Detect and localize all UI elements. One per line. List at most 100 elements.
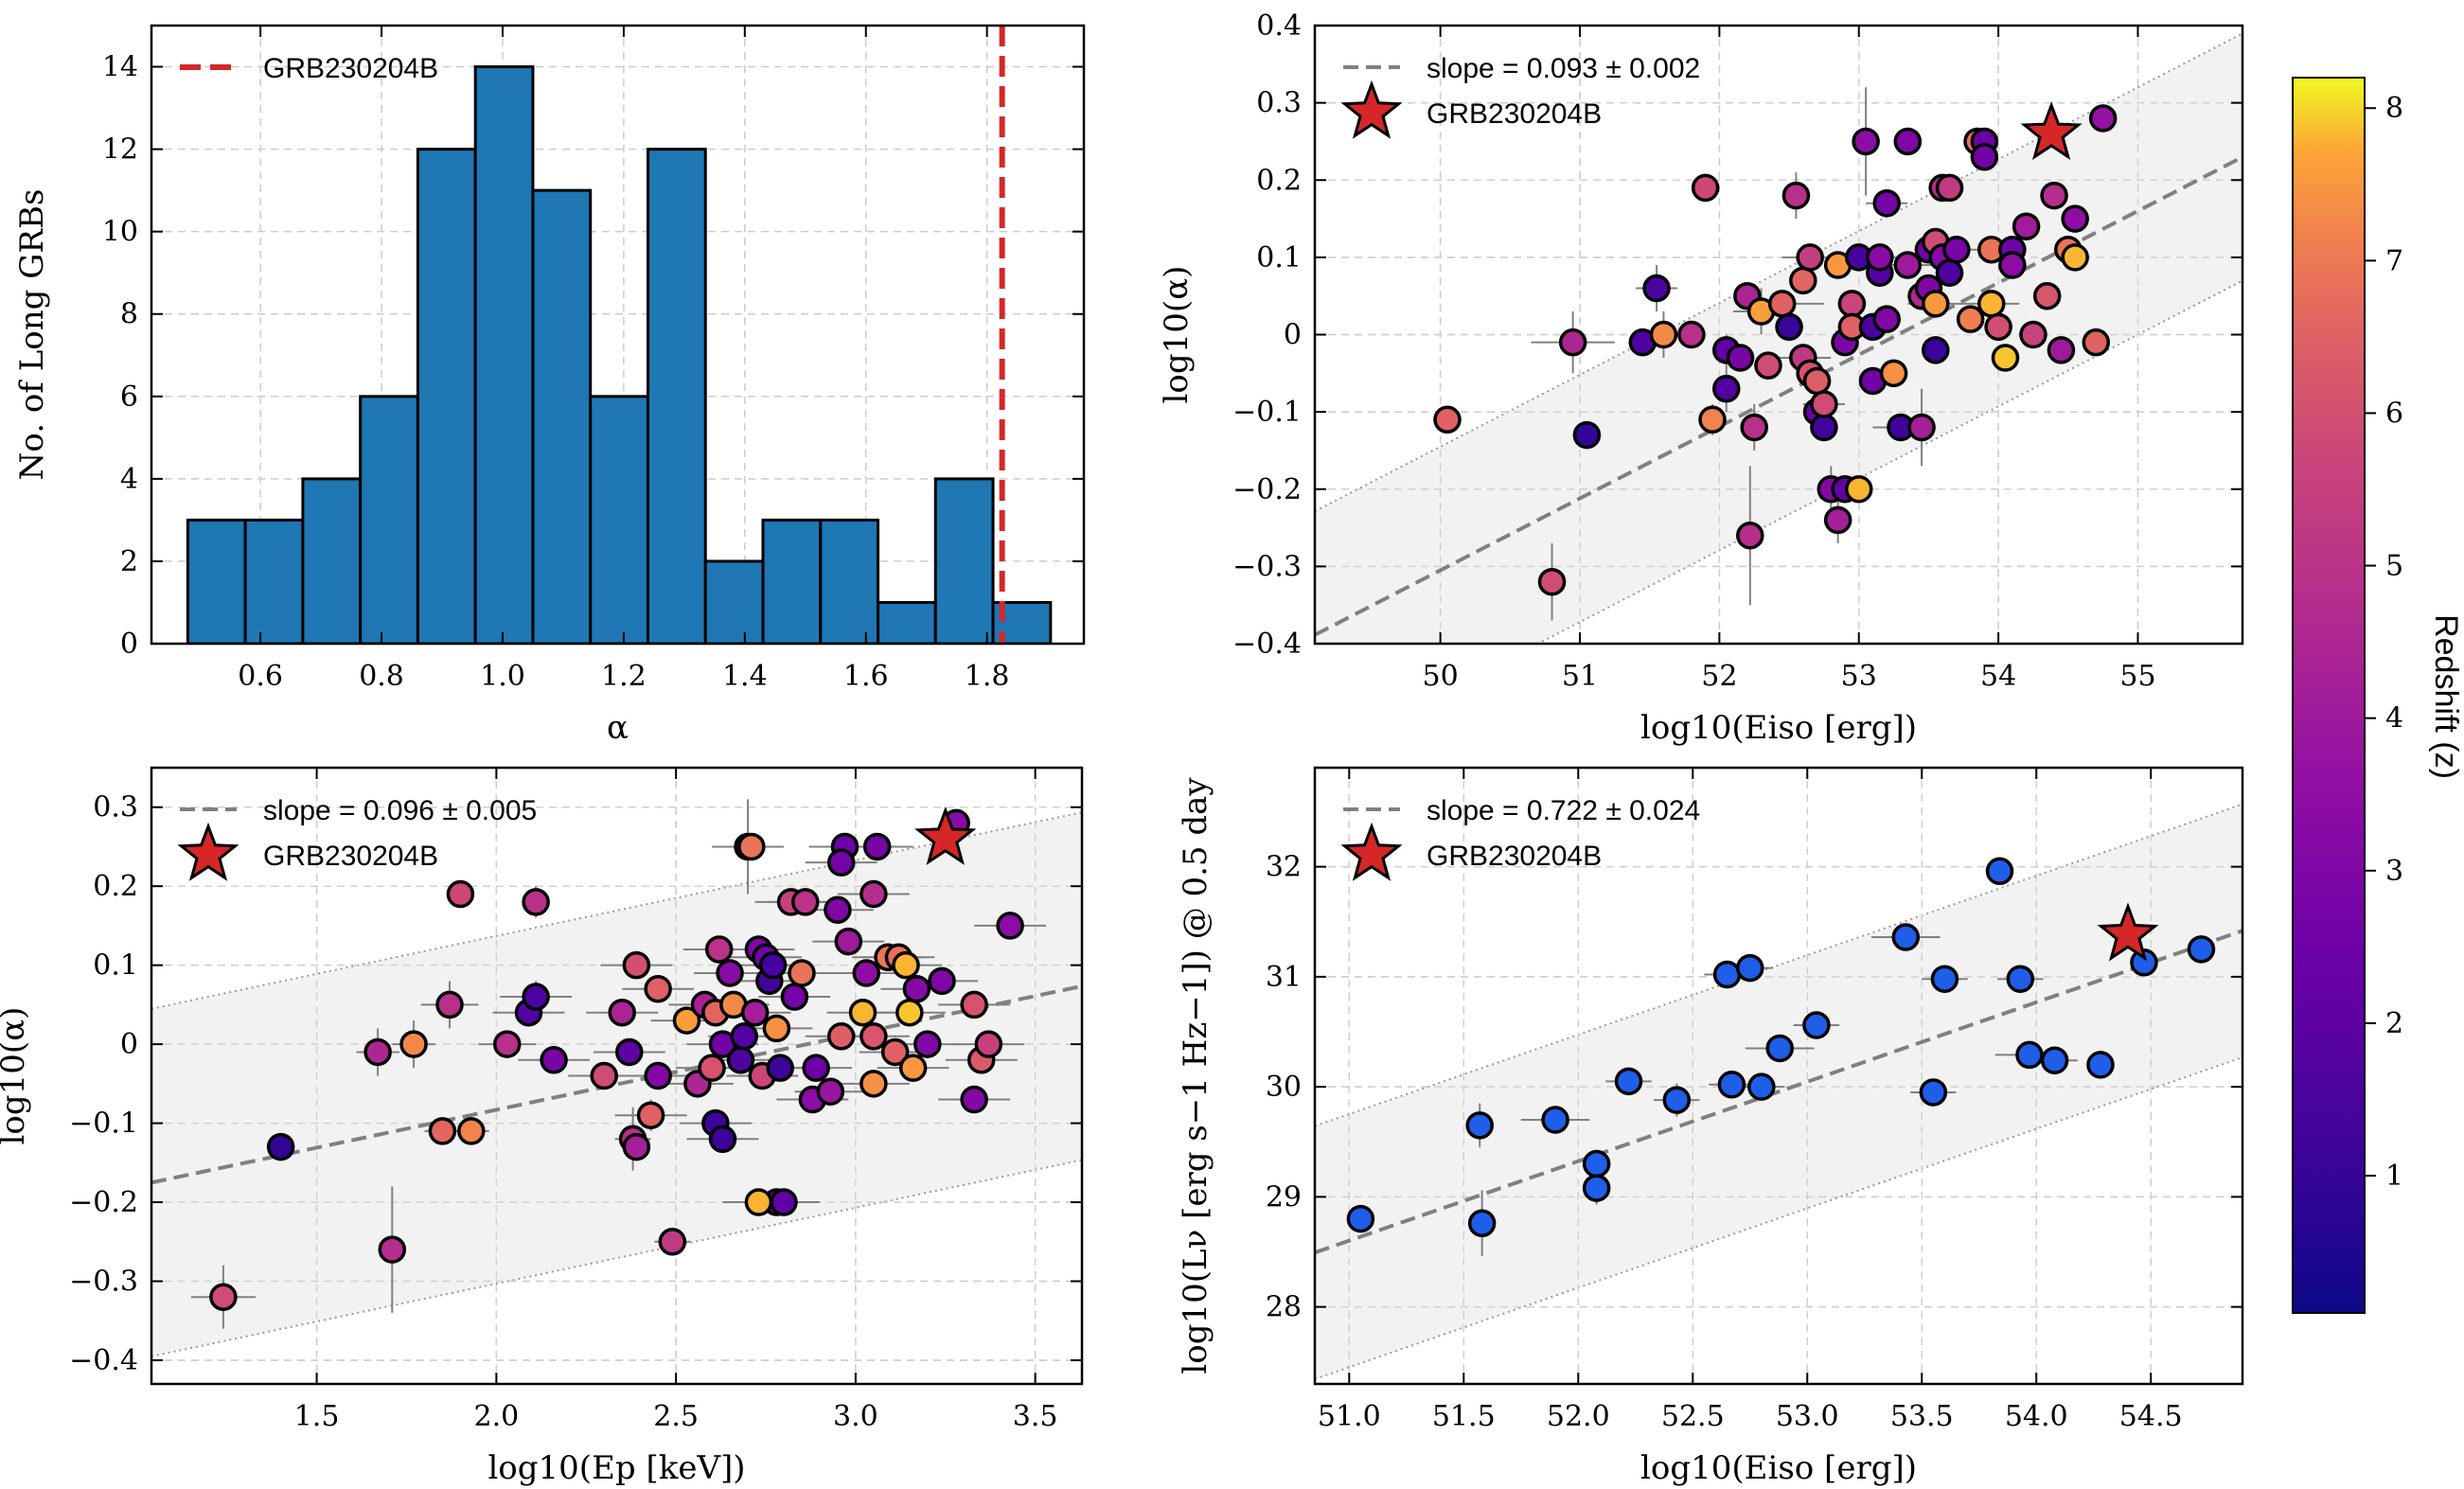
data-point [2086,1051,2115,1079]
y-tick-label: 0.3 [93,791,138,824]
plot-area [1315,26,2242,644]
data-point [1537,567,1567,596]
data-point [1465,1111,1494,1140]
data-point [2019,320,2047,349]
data-point [672,1006,701,1035]
x-tick-label: 53 [1841,660,1877,693]
data-point [913,1030,942,1058]
data-point [1765,1034,1794,1063]
data-point [1893,127,1923,156]
data-point [399,1030,428,1058]
data-point [708,1125,737,1154]
data-point [266,1132,295,1161]
data-point [1802,366,1832,396]
x-tick-label: 0.6 [238,660,283,693]
x-tick-label: 54 [1980,660,2016,693]
data-point [1810,390,1838,418]
data-point [1712,960,1742,989]
y-axis-label: log10(Lν [erg s−1 Hz−1]) @ 0.5 day [1177,777,1214,1374]
y-axis-label: log10(α) [1158,266,1196,404]
data-point [802,1054,830,1082]
legend-grb-label: GRB230204B [1427,98,1602,130]
y-tick-label: 29 [1266,1180,1302,1214]
data-point [644,1061,672,1090]
colorbar-tick-label: 5 [2385,550,2403,583]
data-point [698,1054,726,1082]
data-point [1893,251,1923,279]
x-tick-label: 1.0 [480,660,525,693]
data-point [1747,1072,1776,1101]
histogram-bar [301,477,363,644]
data-point [1572,420,1602,450]
x-tick-label: 52.5 [1661,1400,1725,1433]
data-point [2040,1046,2069,1074]
y-tick-label: 8 [120,298,138,331]
data-point [1649,320,1678,349]
data-point [852,959,881,987]
plot-area [151,26,1084,644]
data-point [2040,181,2068,210]
data-point [1691,173,1720,203]
data-point [2006,965,2035,993]
confidence-band [1315,33,2242,644]
legend: slope = 0.096 ± 0.005 GRB230204B [177,795,537,881]
colorbar-tick-label: 1 [2385,1160,2403,1193]
y-tick-label: 0 [1284,319,1302,352]
data-point [1891,923,1921,951]
data-point [1642,274,1671,303]
data-point [1810,413,1838,442]
y-tick-label: −0.4 [1232,628,1302,661]
y-tick-label: −0.2 [69,1186,138,1219]
data-point [1985,857,2014,886]
grb230204b-star [2020,101,2083,160]
x-tick-label: 51 [1562,660,1598,693]
axes-frame [150,24,1086,646]
data-point [2088,104,2118,133]
x-tick-label: 51.0 [1318,1400,1381,1433]
y-tick-label: 12 [102,133,138,167]
data-point [892,950,920,980]
x-tick-label: 2.0 [473,1400,519,1433]
data-point [1775,312,1803,342]
data-point [826,1022,856,1051]
data-point [1582,1149,1611,1179]
x-tick-label: 1.8 [965,660,1010,693]
data-point [895,998,924,1027]
colorbar-tick-label: 8 [2385,92,2403,125]
x-tick-label: 1.2 [601,660,647,693]
data-point [860,1070,888,1098]
data-point [1662,1086,1692,1114]
x-tick-label: 52 [1701,660,1737,693]
data-point [1930,965,1959,993]
data-point [615,1037,644,1067]
x-tick-label: 51.5 [1432,1400,1496,1433]
data-point [1866,243,1894,272]
data-point [902,974,931,1003]
data-point [1879,359,1908,388]
data-point [1977,290,2006,318]
histogram-bar [646,148,707,644]
data-point [2082,328,2111,357]
data-point [1433,405,1462,434]
x-tick-label: 52.0 [1547,1400,1610,1433]
x-tick-label: 1.5 [294,1400,340,1433]
y-tick-label: 0.1 [1256,241,1302,275]
data-point [996,912,1024,940]
data-point [770,1188,798,1216]
data-point [1919,1078,1948,1107]
data-point [758,950,788,980]
data-point [1872,188,1901,218]
colorbar-label: Redshift (z) [2428,614,2464,779]
y-tick-label: 31 [1266,961,1302,994]
data-point [1844,475,1873,504]
y-axis-label: log10(α) [0,1007,32,1145]
fit-line [1315,155,2242,637]
histogram-bar [703,559,765,644]
data-point [766,1054,794,1082]
data-point [457,1117,486,1145]
data-point [1711,374,1741,403]
histogram-bar [761,518,823,644]
ticks: 51.0 51.5 52.0 52.5 53.0 53.5 54.0 54.5 28 29 30 31… [1266,768,2242,1433]
data-point [1782,181,1811,210]
